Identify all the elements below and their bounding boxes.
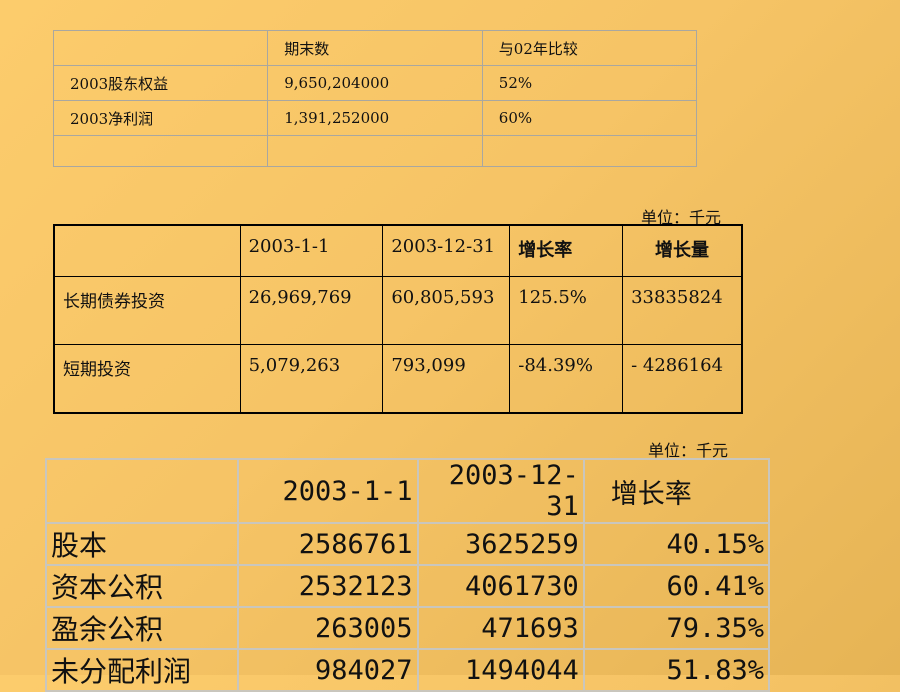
row-end-value: 60,805,593	[382, 276, 511, 345]
row-end-value: 471693	[416, 606, 585, 650]
row-label: 2003股东权益	[52, 65, 269, 101]
table-row: 长期债券投资 26,969,769 60,805,593 125.5% 3383…	[53, 276, 743, 345]
header-cell-growth-rate: 增长率	[509, 224, 624, 277]
header-cell-growth-rate: 增长率	[582, 458, 771, 524]
row-label: 短期投资	[53, 344, 241, 414]
table-row: 未分配利润 984027 1494044 51.83%	[44, 648, 771, 692]
row-label: 长期债券投资	[53, 276, 241, 345]
row-change: 52%	[481, 65, 698, 101]
unit-label: 单位：千元	[641, 208, 722, 227]
equity-profit-table: 期末数 与02年比较 2003股东权益 9,650,204000 52% 200…	[52, 30, 698, 167]
row-label	[52, 135, 269, 167]
header-cell-compare-02: 与02年比较	[481, 30, 698, 66]
row-change: 60%	[481, 100, 698, 136]
row-label: 资本公积	[44, 564, 240, 608]
header-cell	[53, 224, 241, 277]
row-end-value: 4061730	[416, 564, 585, 608]
table-header-row: 期末数 与02年比较	[52, 30, 698, 66]
row-end-value: 793,099	[382, 344, 511, 414]
row-start-value: 5,079,263	[239, 344, 384, 414]
header-cell-end-date: 2003-12-31	[416, 458, 585, 524]
row-label: 未分配利润	[44, 648, 240, 692]
investment-table: 2003-1-1 2003-12-31 增长率 增长量 长期债券投资 26,96…	[53, 224, 743, 414]
table-header-row: 2003-1-1 2003-12-31 增长率	[44, 458, 771, 524]
header-cell-start-date: 2003-1-1	[237, 458, 419, 524]
row-growth-rate: 40.15%	[582, 522, 771, 566]
row-growth-rate: -84.39%	[509, 344, 624, 414]
table-row: 2003股东权益 9,650,204000 52%	[52, 65, 698, 101]
row-end-value: 3625259	[416, 522, 585, 566]
row-end-value: 1494044	[416, 648, 585, 692]
table-row-empty	[52, 135, 698, 167]
row-label: 盈余公积	[44, 606, 240, 650]
header-cell-period-end: 期末数	[267, 30, 483, 66]
row-start-value: 2586761	[237, 522, 419, 566]
table-header-row: 2003-1-1 2003-12-31 增长率 增长量	[53, 224, 743, 277]
row-growth-rate: 125.5%	[509, 276, 624, 345]
table-row: 2003净利润 1,391,252000 60%	[52, 100, 698, 136]
unit-label: 单位：千元	[648, 441, 729, 460]
row-change	[481, 135, 698, 167]
row-value	[267, 135, 483, 167]
header-cell-end-date: 2003-12-31	[382, 224, 511, 277]
row-growth-amount: 33835824	[622, 276, 743, 345]
row-growth-amount: - 4286164	[622, 344, 743, 414]
header-cell-start-date: 2003-1-1	[239, 224, 384, 277]
table-row: 盈余公积 263005 471693 79.35%	[44, 606, 771, 650]
row-label: 2003净利润	[52, 100, 269, 136]
row-start-value: 26,969,769	[239, 276, 384, 345]
header-cell-growth-amount: 增长量	[622, 224, 743, 277]
table-row: 股本 2586761 3625259 40.15%	[44, 522, 771, 566]
capital-table: 2003-1-1 2003-12-31 增长率 股本 2586761 36252…	[44, 458, 771, 692]
row-start-value: 263005	[237, 606, 419, 650]
table-row: 短期投资 5,079,263 793,099 -84.39% - 4286164	[53, 344, 743, 414]
row-start-value: 2532123	[237, 564, 419, 608]
row-label: 股本	[44, 522, 240, 566]
header-cell	[44, 458, 240, 524]
row-growth-rate: 51.83%	[582, 648, 771, 692]
table-row: 资本公积 2532123 4061730 60.41%	[44, 564, 771, 608]
row-value: 9,650,204000	[267, 65, 483, 101]
row-value: 1,391,252000	[267, 100, 483, 136]
row-start-value: 984027	[237, 648, 419, 692]
header-cell	[52, 30, 269, 66]
row-growth-rate: 79.35%	[582, 606, 771, 650]
row-growth-rate: 60.41%	[582, 564, 771, 608]
